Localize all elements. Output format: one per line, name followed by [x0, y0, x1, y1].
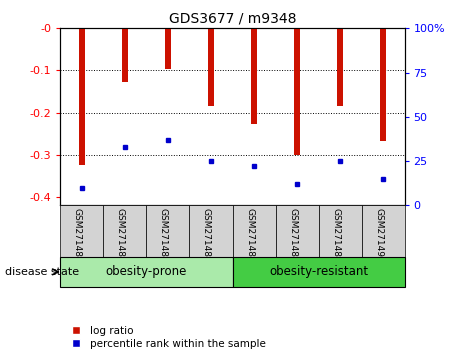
Bar [60, 257, 232, 287]
Text: GSM271487: GSM271487 [202, 208, 211, 263]
Text: GSM271485: GSM271485 [159, 208, 168, 263]
Text: GSM271484: GSM271484 [116, 208, 125, 263]
Bar [232, 257, 405, 287]
Bar [252, 28, 257, 124]
Text: obesity-prone: obesity-prone [106, 265, 187, 278]
Text: GSM271489: GSM271489 [331, 208, 340, 263]
Bar [362, 205, 405, 257]
Text: GSM271488: GSM271488 [288, 208, 297, 263]
Bar [208, 28, 213, 106]
Bar [190, 205, 232, 257]
Bar [103, 205, 146, 257]
Text: GSM271486: GSM271486 [245, 208, 254, 263]
Bar [294, 28, 299, 155]
Bar [380, 28, 385, 141]
Title: GDS3677 / m9348: GDS3677 / m9348 [169, 12, 296, 26]
Text: disease state: disease state [5, 267, 79, 277]
Bar [232, 205, 275, 257]
Bar [80, 28, 85, 165]
Bar [275, 205, 319, 257]
Bar [319, 205, 362, 257]
Bar [146, 205, 190, 257]
Bar [60, 205, 103, 257]
Text: obesity-resistant: obesity-resistant [269, 265, 368, 278]
Legend: log ratio, percentile rank within the sample: log ratio, percentile rank within the sa… [66, 326, 266, 349]
Bar [338, 28, 343, 106]
Text: GSM271490: GSM271490 [374, 208, 383, 263]
Text: GSM271483: GSM271483 [73, 208, 82, 263]
Bar [166, 28, 171, 69]
Bar [122, 28, 127, 82]
